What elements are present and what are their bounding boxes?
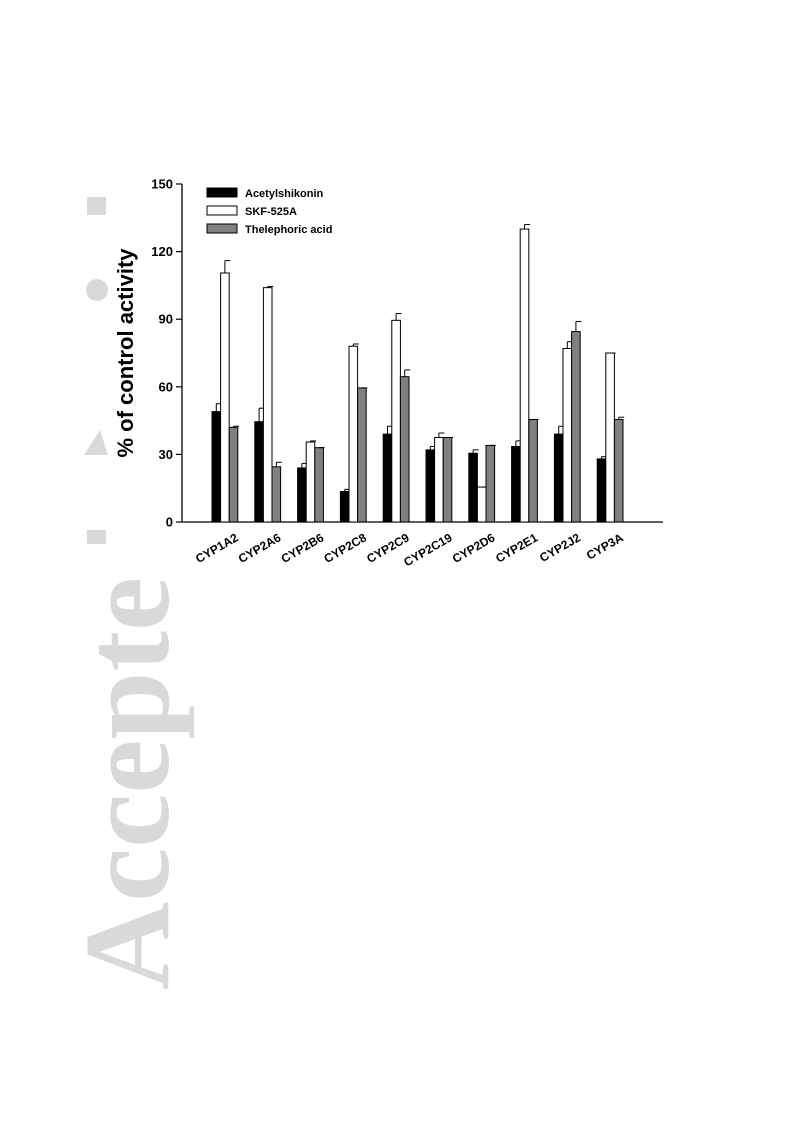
category-labels: CYP1A2CYP2A6CYP2B6CYP2C8CYP2C9CYP2C19CYP… bbox=[193, 530, 626, 569]
bar-thelephoric-acid-cyp2e1 bbox=[528, 418, 538, 523]
bar-acetylshikonin-cyp1a2 bbox=[211, 411, 222, 523]
x-tick-label: CYP2C8 bbox=[321, 530, 369, 566]
bar-acetylshikonin-cyp2c9 bbox=[382, 433, 393, 523]
bar-acetylshikonin-cyp2d6 bbox=[468, 452, 478, 523]
y-tick-label: 90 bbox=[159, 312, 173, 327]
chart-legend: Acetylshikonin SKF-525A Thelephoric acid bbox=[206, 187, 332, 236]
bar-acetylshikonin-cyp2a6 bbox=[254, 421, 264, 523]
bar-skf-525a-cyp1a2 bbox=[220, 272, 230, 523]
y-tick-label: 120 bbox=[151, 244, 173, 259]
y-tick-label: 0 bbox=[166, 515, 173, 530]
chart-bars bbox=[211, 224, 625, 523]
bar-thelephoric-acid-cyp2a6 bbox=[271, 466, 282, 523]
x-tick-label: CYP1A2 bbox=[193, 530, 241, 566]
bar-skf-525a-cyp2b6 bbox=[305, 441, 316, 523]
y-tick-label: 150 bbox=[151, 177, 173, 192]
x-tick-label: CYP2B6 bbox=[279, 530, 327, 566]
x-tick-label: CYP2J2 bbox=[537, 530, 583, 565]
y-axis-label: % of control activity bbox=[113, 248, 138, 458]
chart-axes: 0 30 60 90 120 150 bbox=[151, 177, 663, 530]
y-tick-label: 30 bbox=[159, 447, 173, 462]
legend-label: Acetylshikonin bbox=[245, 188, 324, 200]
bar-skf-525a-cyp2a6 bbox=[262, 287, 273, 523]
legend-swatch bbox=[206, 223, 238, 234]
legend-label: SKF-525A bbox=[245, 206, 297, 218]
bar-thelephoric-acid-cyp2b6 bbox=[314, 447, 324, 523]
bar-acetylshikonin-cyp2j2 bbox=[553, 433, 564, 523]
bar-thelephoric-acid-cyp2c9 bbox=[399, 376, 410, 523]
legend-swatch bbox=[206, 187, 238, 198]
x-tick-label: CYP2A6 bbox=[236, 530, 284, 566]
bar-thelephoric-acid-cyp2c19 bbox=[442, 437, 453, 523]
bar-acetylshikonin-cyp2c8 bbox=[339, 491, 350, 523]
x-tick-label: CYP2E1 bbox=[493, 530, 540, 565]
x-tick-label: CYP2D6 bbox=[450, 530, 498, 566]
bar-acetylshikonin-cyp2c19 bbox=[425, 449, 436, 523]
bar-skf-525a-cyp2j2 bbox=[562, 347, 573, 523]
bar-acetylshikonin-cyp2b6 bbox=[297, 467, 307, 523]
bar-thelephoric-acid-cyp3a bbox=[613, 418, 624, 523]
bar-skf-525a-cyp2c19 bbox=[434, 437, 444, 523]
bar-thelephoric-acid-cyp1a2 bbox=[228, 426, 239, 523]
bar-acetylshikonin-cyp2e1 bbox=[511, 446, 521, 523]
bar-skf-525a-cyp2d6 bbox=[476, 486, 487, 523]
legend-label: Thelephoric acid bbox=[245, 224, 332, 236]
bar-skf-525a-cyp2c9 bbox=[391, 319, 401, 523]
legend-swatch bbox=[206, 205, 238, 216]
bar-skf-525a-cyp2e1 bbox=[519, 228, 530, 523]
bar-thelephoric-acid-cyp2j2 bbox=[571, 331, 581, 523]
x-tick-label: CYP3A bbox=[584, 530, 626, 562]
bar-skf-525a-cyp2c8 bbox=[348, 345, 359, 523]
bar-skf-525a-cyp3a bbox=[605, 352, 615, 523]
bar-thelephoric-acid-cyp2d6 bbox=[485, 444, 496, 523]
x-tick-label: CYP2C19 bbox=[401, 530, 454, 569]
bar-acetylshikonin-cyp3a bbox=[596, 458, 607, 523]
y-tick-label: 60 bbox=[159, 379, 173, 394]
bar-thelephoric-acid-cyp2c8 bbox=[357, 387, 367, 523]
